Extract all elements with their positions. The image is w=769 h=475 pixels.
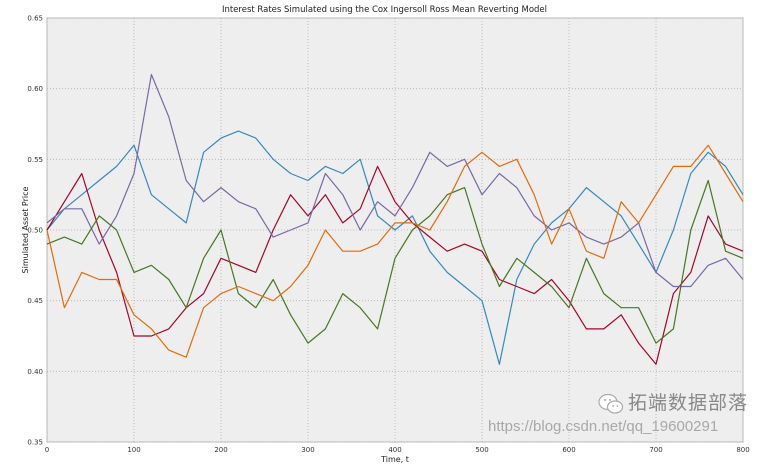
watermark-url: https://blog.csdn.net/qq_19600291 xyxy=(488,418,719,435)
x-axis-label: Time, t xyxy=(380,455,409,464)
y-tick-label: 0.65 xyxy=(27,15,43,23)
x-tick-label: 0 xyxy=(45,446,49,454)
y-tick-label: 0.50 xyxy=(27,227,43,235)
y-tick-label: 0.40 xyxy=(27,368,43,376)
x-tick-label: 300 xyxy=(301,446,314,454)
y-axis-label: Simulated Asset Price xyxy=(21,186,30,273)
x-tick-label: 400 xyxy=(388,446,401,454)
series-line-path-3 xyxy=(46,73,744,288)
x-tick-label: 600 xyxy=(562,446,575,454)
x-tick-label: 500 xyxy=(475,446,488,454)
watermark-brand: 拓端数据部落 xyxy=(628,392,749,414)
y-tick-label: 0.45 xyxy=(27,297,43,305)
series-line-path-1 xyxy=(46,130,744,365)
wechat-icon xyxy=(598,393,624,414)
x-tick-label: 200 xyxy=(214,446,227,454)
series-line-path-2 xyxy=(46,165,744,365)
series-line-path-4 xyxy=(46,179,744,344)
y-tick-label: 0.35 xyxy=(27,439,43,447)
chart-title: Interest Rates Simulated using the Cox I… xyxy=(221,5,548,15)
x-tick-label: 800 xyxy=(736,446,749,454)
x-tick-label: 100 xyxy=(127,446,140,454)
y-tick-label: 0.60 xyxy=(27,85,43,93)
x-tick-label: 700 xyxy=(649,446,662,454)
y-tick-label: 0.55 xyxy=(27,156,43,164)
series-line-path-5 xyxy=(46,144,744,358)
